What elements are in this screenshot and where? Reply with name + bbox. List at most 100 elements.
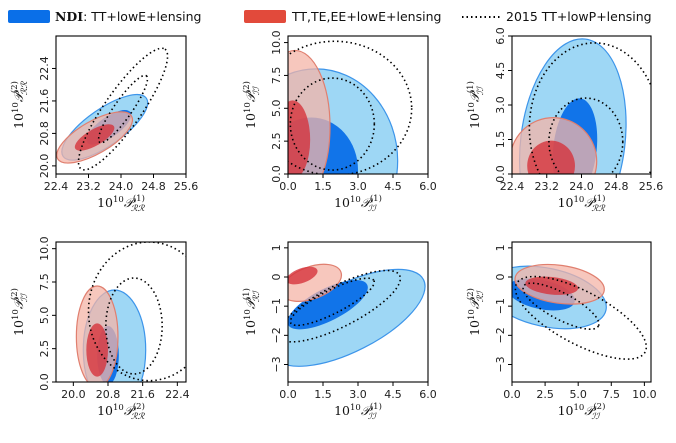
x-tick-label: 0.0	[503, 388, 521, 401]
y-tick-label: −3	[270, 356, 283, 372]
x-axis-label: 1010𝒫(1) ℛℛ	[558, 193, 607, 214]
x-tick-label: 24.8	[141, 180, 166, 193]
y-tick-label: 0	[494, 274, 507, 281]
panel-p1: 22.4 23.2 24.0 24.8 25.6 20.0 20.8 21.6 22.4 1010…	[9, 35, 199, 214]
x-tick-label: 5.0	[569, 388, 587, 401]
y-tick-label: 1	[270, 244, 283, 251]
contour-red-68	[525, 276, 579, 295]
contour-dotted-68	[105, 277, 163, 375]
legend: NDI: TT+lowE+lensing TT,TE,EE+lowE+lensi…	[8, 9, 652, 24]
x-tick-label: 3.0	[349, 180, 367, 193]
y-axis-label: 1010𝒫(1)ℐℐ	[465, 81, 486, 129]
y-tick-label: 1	[494, 244, 507, 251]
contour-red-68	[74, 124, 115, 151]
y-tick-label: 3.0	[494, 96, 507, 114]
y-tick-label: −1	[270, 298, 283, 314]
x-tick-label: 1.5	[314, 388, 332, 401]
y-axis-label: 1010𝒫(2)ℛℛ	[9, 80, 30, 129]
contour-red-68	[288, 266, 318, 285]
legend-swatch-ndi	[8, 10, 50, 23]
contour-dotted-68	[522, 282, 600, 330]
y-tick-label: −2	[494, 327, 507, 343]
x-tick-label: 20.8	[96, 388, 121, 401]
contour-red-68	[527, 140, 575, 174]
contour-blue-68	[288, 280, 368, 330]
x-tick-label: 3.0	[349, 388, 367, 401]
y-axis-label: 1010𝒫(2)ℛℐ	[465, 288, 486, 336]
y-tick-label: −2	[270, 327, 283, 343]
y-tick-label: 2.5	[38, 340, 51, 358]
x-tick-label: 22.4	[165, 388, 190, 401]
y-axis-label: 1010𝒫(1)ℛℐ	[241, 288, 262, 336]
contour-dotted-95	[77, 47, 169, 171]
y-tick-label: 5.0	[38, 307, 51, 325]
x-tick-label: 23.2	[76, 180, 101, 193]
y-tick-label: 20.0	[38, 154, 51, 179]
y-tick-label: −3	[494, 356, 507, 372]
x-tick-label: 0.0	[279, 180, 297, 193]
x-tick-label: 0.0	[279, 388, 297, 401]
contour-dotted-68	[97, 74, 149, 144]
x-tick-label: 2.5	[536, 388, 554, 401]
x-tick-label: 6.0	[419, 180, 437, 193]
contour-blue-95	[288, 268, 426, 367]
x-axis-label: 1010𝒫(2) ℐℐ	[558, 401, 606, 422]
x-axis-label: 1010𝒫(2) ℛℛ	[97, 401, 146, 422]
y-tick-label: 7.5	[270, 67, 283, 85]
y-tick-label: 10.0	[38, 236, 51, 261]
x-tick-label: 7.5	[603, 388, 621, 401]
x-tick-label: 23.2	[535, 180, 560, 193]
y-axis-label: 1010𝒫(2)ℐℐ	[9, 288, 30, 336]
x-tick-label: 1.5	[314, 180, 332, 193]
contour-red-68	[86, 323, 108, 377]
panel-p2: 0.0 1.5 3.0 4.5 6.0 0.0 2.5 5.0 7.5 10.0 1010𝒫(1) ℐ…	[241, 30, 437, 214]
x-tick-label: 20.0	[61, 388, 86, 401]
contour-dotted-95	[288, 40, 413, 174]
panel-p6: 0.0 2.5 5.0 7.5 10.0 −3 −2 −1 0 1 1010𝒫(2) ℐℐ 1010𝒫(…	[465, 241, 657, 422]
y-tick-label: 0.0	[494, 165, 507, 183]
contour-dotted-95	[514, 275, 648, 360]
legend-swatch-tt-te-ee	[244, 10, 286, 23]
axes-frame	[511, 241, 652, 383]
y-tick-label: 1.5	[494, 131, 507, 149]
legend-label-ndi: NDI: TT+lowE+lensing	[55, 9, 201, 24]
panel-p3: 22.4 23.2 24.0 24.8 25.6 0.0 1.5 3.0 4.5 6.0 1010𝒫…	[465, 27, 664, 214]
x-tick-label: 25.6	[174, 180, 199, 193]
y-tick-label: 0.0	[270, 165, 283, 183]
contour-dotted-68	[548, 97, 624, 174]
y-tick-label: 0.0	[38, 373, 51, 391]
contour-dotted-68	[289, 277, 376, 327]
y-tick-label: 21.6	[38, 89, 51, 114]
legend-label-tt-te-ee: TT,TE,EE+lowE+lensing	[291, 9, 441, 24]
x-axis-label: 1010𝒫(1) ℐℐ	[334, 193, 382, 214]
x-tick-label: 10.0	[632, 388, 657, 401]
y-tick-label: 7.5	[38, 273, 51, 291]
y-tick-label: −1	[494, 298, 507, 314]
x-axis-label: 1010𝒫(1) ℐℐ	[334, 401, 382, 422]
x-tick-label: 24.0	[569, 180, 594, 193]
y-tick-label: 0	[270, 274, 283, 281]
x-tick-label: 21.6	[130, 388, 155, 401]
y-axis-label: 1010𝒫(2)ℐℐ	[241, 81, 262, 129]
legend-label-2015: 2015 TT+lowP+lensing	[506, 9, 652, 24]
contour-red-68	[288, 100, 311, 174]
y-tick-label: 2.5	[270, 132, 283, 150]
x-tick-label: 24.0	[109, 180, 134, 193]
x-tick-label: 4.5	[384, 388, 402, 401]
x-tick-label: 24.8	[604, 180, 629, 193]
panel-p5: 0.0 1.5 3.0 4.5 6.0 −3 −2 −1 0 1 1010𝒫(1) ℐℐ 1010𝒫(1…	[241, 241, 437, 422]
x-tick-label: 22.4	[44, 180, 69, 193]
x-axis-label: 1010𝒫(1) ℛℛ	[97, 193, 146, 214]
x-tick-label: 4.5	[384, 180, 402, 193]
x-tick-label: 22.4	[500, 180, 525, 193]
x-tick-label: 6.0	[419, 388, 437, 401]
y-tick-label: 20.8	[38, 121, 51, 146]
y-tick-label: 4.5	[494, 62, 507, 80]
y-tick-label: 5.0	[270, 100, 283, 118]
y-tick-label: 6.0	[494, 27, 507, 45]
x-tick-label: 25.6	[639, 180, 664, 193]
panel-p4: 20.0 20.8 21.6 22.4 0.0 2.5 5.0 7.5 10.0 1010𝒫(2)…	[9, 236, 190, 422]
y-tick-label: 22.4	[38, 56, 51, 81]
axes-frame	[55, 241, 187, 383]
